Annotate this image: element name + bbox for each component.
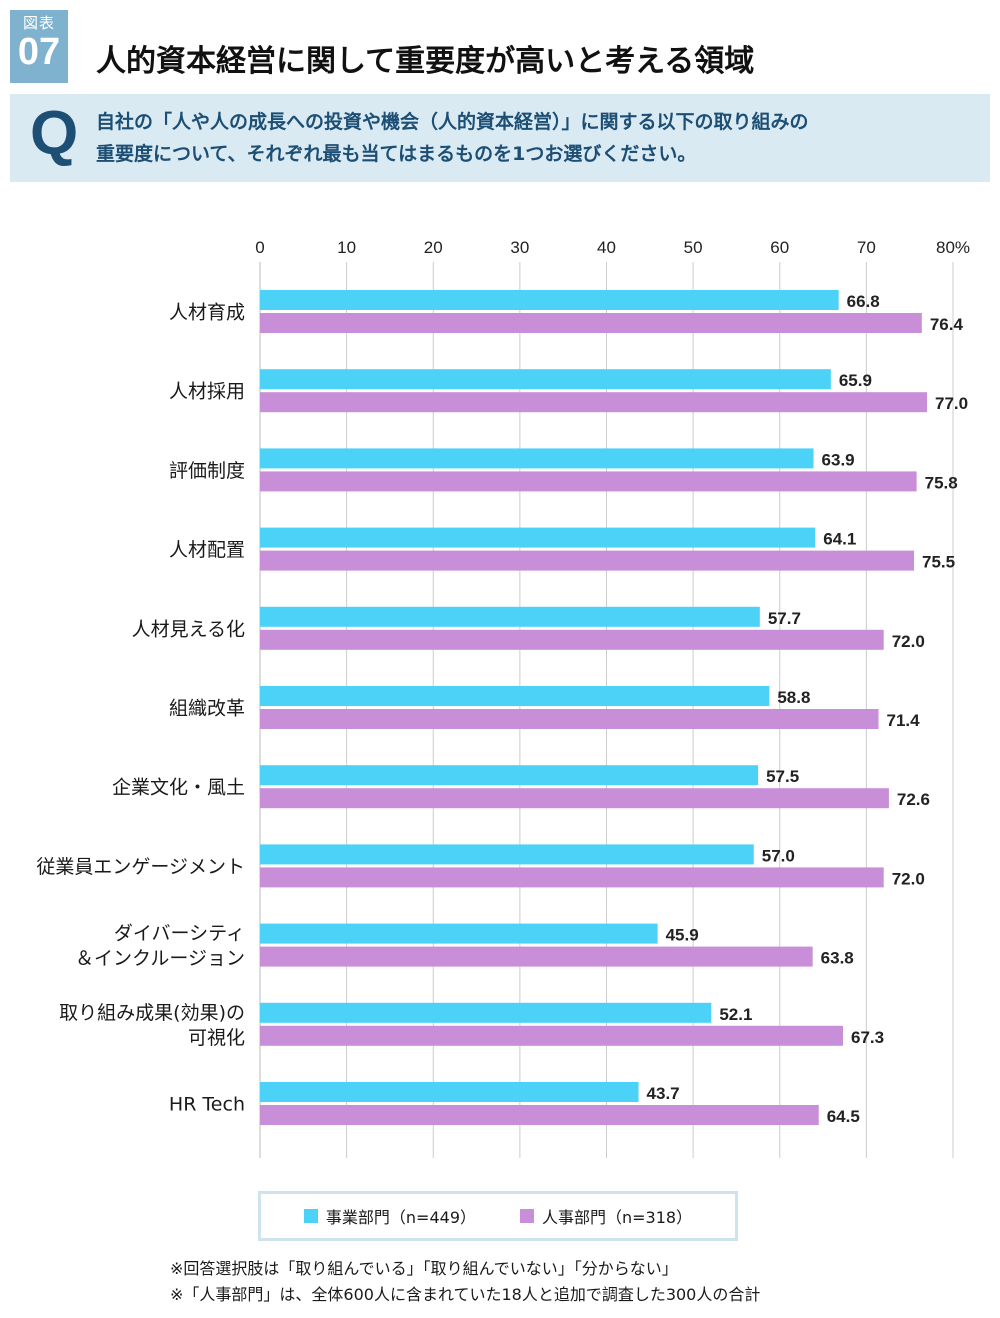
bar-series-2-7 [260, 867, 884, 888]
question-line-2: 重要度について、それぞれ最も当てはまるものを1つお選びください。 [96, 143, 697, 165]
x-tick-label-60: 60 [770, 238, 789, 257]
data-label-series-2-9: 67.3 [851, 1028, 884, 1047]
bar-series-2-5 [260, 709, 879, 729]
data-label-series-1-10: 43.7 [647, 1084, 680, 1103]
data-label-series-1-9: 52.1 [719, 1005, 752, 1024]
legend-swatch-series-2 [520, 1209, 534, 1223]
data-label-series-1-8: 45.9 [666, 926, 699, 945]
data-label-series-2-0: 76.4 [930, 315, 964, 334]
bar-series-1-0 [260, 290, 839, 310]
bar-series-2-8 [260, 946, 813, 967]
bar-series-1-5 [260, 686, 770, 706]
data-label-series-2-2: 75.8 [925, 473, 958, 492]
bar-series-2-10 [260, 1105, 819, 1125]
category-label-7: 従業員エンゲージメント [36, 856, 245, 878]
bar-series-2-6 [260, 788, 889, 809]
bar-series-1-10 [260, 1082, 639, 1102]
legend-swatch-series-1 [303, 1209, 318, 1223]
x-tick-label-30: 30 [510, 238, 529, 257]
category-label-4: 人材見える化 [132, 618, 245, 640]
data-label-series-1-6: 57.5 [766, 767, 799, 786]
x-tick-label-70: 70 [857, 238, 876, 257]
data-label-series-2-1: 77.0 [935, 394, 968, 413]
question-box: Q 自社の「人や人の成長への投資や機会（人的資本経営）」に関する以下の取り組みの… [10, 94, 990, 182]
x-tick-label-10: 10 [337, 238, 356, 257]
data-label-series-2-7: 72.0 [892, 869, 925, 888]
legend-label-series-1: 事業部門（n=449） [325, 1208, 476, 1227]
figure-badge: 図表 07 [10, 10, 68, 83]
bar-series-2-4 [260, 629, 884, 650]
category-label-1: 人材採用 [169, 381, 245, 403]
data-label-series-1-2: 63.9 [822, 450, 855, 469]
category-label-6: 企業文化・風土 [112, 777, 245, 799]
footnote-2: ※「人事部門」は、全体600人に含まれていた18人と追加で調査した300人の合計 [170, 1285, 761, 1304]
data-label-series-1-5: 58.8 [777, 688, 810, 707]
data-label-series-2-8: 63.8 [821, 949, 854, 968]
data-label-series-2-6: 72.6 [897, 790, 930, 809]
bar-series-1-9 [260, 1002, 712, 1023]
data-label-series-1-0: 66.8 [847, 292, 880, 311]
bar-chart: 0 10 20 30 40 50 60 70 80% 66.8 76.4 人材育成 65.9 77.0 人材… [36, 238, 970, 1158]
x-tick-label-0: 0 [255, 238, 264, 257]
bar-series-2-2 [260, 471, 917, 492]
category-label-3: 人材配置 [169, 539, 245, 561]
category-label-0: 人材育成 [169, 302, 245, 324]
category-label-8-line-2: ＆インクルージョン [75, 948, 245, 970]
legend-item-series-1: 事業部門（n=449） [303, 1204, 476, 1228]
question-mark: Q [30, 99, 79, 168]
data-label-series-2-10: 64.5 [827, 1107, 860, 1126]
bar-series-1-2 [260, 448, 814, 469]
category-label-8-line-1: ダイバーシティ [114, 923, 245, 945]
category-label-10: HR Tech [169, 1094, 245, 1116]
bar-series-2-9 [260, 1025, 843, 1046]
legend: 事業部門（n=449） 人事部門（n=318） [258, 1191, 738, 1241]
data-label-series-2-4: 72.0 [892, 632, 925, 651]
question-line-1: 自社の「人や人の成長への投資や機会（人的資本経営）」に関する以下の取り組みの [96, 111, 809, 133]
bar-series-1-3 [260, 527, 816, 548]
footnotes: ※回答選択肢は「取り組んでいる」「取り組んでいない」「分からない」 ※「人事部門… [170, 1256, 760, 1308]
data-label-series-1-1: 65.9 [839, 371, 872, 390]
question-text: 自社の「人や人の成長への投資や機会（人的資本経営）」に関する以下の取り組みの 重… [96, 106, 976, 170]
bar-series-1-7 [260, 844, 754, 865]
bar-series-2-0 [260, 313, 922, 333]
data-label-series-1-4: 57.7 [768, 609, 801, 628]
chart-title: 人的資本経営に関して重要度が高いと考える領域 [96, 44, 755, 79]
bar-series-1-6 [260, 765, 759, 786]
bar-series-1-1 [260, 369, 831, 390]
category-label-2: 評価制度 [169, 460, 245, 482]
data-label-series-1-7: 57.0 [762, 846, 795, 865]
x-tick-label-20: 20 [424, 238, 443, 257]
category-label-9-line-2: 可視化 [188, 1027, 245, 1049]
category-label-5: 組織改革 [169, 698, 245, 720]
x-tick-label-50: 50 [684, 238, 703, 257]
x-tick-label-80: 80% [936, 238, 970, 257]
category-label-9-line-1: 取り組み成果(効果)の [59, 1002, 245, 1024]
bar-series-1-4 [260, 606, 760, 627]
x-tick-label-40: 40 [597, 238, 616, 257]
bar-series-1-8 [260, 923, 658, 944]
data-label-series-2-3: 75.5 [922, 553, 955, 572]
bar-series-2-3 [260, 550, 915, 571]
footnote-1: ※回答選択肢は「取り組んでいる」「取り組んでいない」「分からない」 [170, 1259, 678, 1278]
legend-label-series-2: 人事部門（n=318） [542, 1208, 693, 1227]
data-label-series-1-3: 64.1 [823, 530, 856, 549]
figure-number: 07 [17, 31, 61, 73]
data-label-series-2-5: 71.4 [887, 711, 921, 730]
legend-item-series-2: 人事部門（n=318） [520, 1204, 692, 1228]
bar-series-2-1 [260, 392, 928, 413]
figure-label: 図表 [22, 14, 55, 32]
